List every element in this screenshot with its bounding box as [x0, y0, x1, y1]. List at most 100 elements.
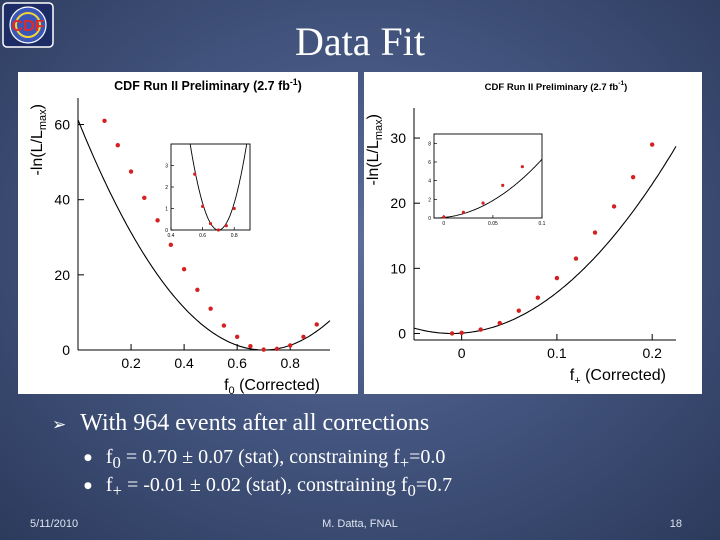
data-point — [208, 306, 213, 311]
y-tick-label: 0 — [62, 342, 70, 358]
y-tick-label: 0 — [398, 325, 406, 341]
chart-panel-fplus: CDF Run II Preliminary (2.7 fb-1) 0 0.1 0.2… — [364, 72, 702, 394]
inset-y-tick-label: 3 — [165, 164, 168, 170]
data-point — [234, 334, 240, 340]
inset-data-point — [208, 221, 213, 226]
inset-y-tick-label: 6 — [428, 160, 431, 166]
inset-data-point — [201, 204, 205, 208]
data-point — [535, 295, 541, 300]
inset-data-point — [461, 210, 466, 214]
data-point — [221, 323, 227, 328]
y-tick-label: 20 — [54, 267, 70, 283]
inset-data-point — [232, 206, 236, 211]
inset-data-point — [193, 172, 197, 176]
footer-date: 5/11/2010 — [30, 518, 79, 530]
sub2-text-c: =0.7 — [415, 474, 453, 496]
y-axis-label: -ln(L/Lmax) — [29, 104, 49, 175]
y-tick-label: 30 — [390, 130, 406, 146]
sub1-text-b: = 0.70 ± 0.07 (stat), constraining f — [120, 446, 400, 468]
sub-bullet-f0: ● f0 = 0.70 ± 0.07 (stat), constraining f… — [84, 446, 445, 473]
data-point — [274, 346, 280, 352]
data-point — [459, 330, 464, 336]
y-tick-label: 10 — [390, 260, 406, 276]
data-point — [128, 169, 134, 174]
inset-data-point — [216, 228, 220, 232]
sub2-sub-a: + — [112, 481, 122, 500]
inset-x-tick-label: 0.6 — [199, 233, 206, 239]
inset-y-tick-label: 1 — [165, 207, 168, 213]
chart-panel-f0: CDF Run II Preliminary (2.7 fb-1) 0.2 0.4 0… — [18, 72, 358, 394]
inset-data-point — [520, 165, 524, 169]
data-point — [611, 204, 617, 209]
y-tick-label: 60 — [54, 117, 70, 133]
data-point — [478, 327, 483, 332]
data-point — [314, 322, 319, 327]
cdf-logo: CDF — [2, 2, 54, 48]
fit-curve — [413, 146, 677, 335]
inset-data-point — [481, 201, 485, 205]
inset-x-tick-label: 0.05 — [488, 221, 498, 227]
data-point — [630, 174, 636, 180]
sub-bullet-fplus: ● f+ = -0.01 ± 0.02 (stat), constraining … — [84, 474, 452, 501]
sub1-sub-a: 0 — [112, 453, 121, 472]
data-point — [261, 347, 266, 352]
x-tick-label: 0.2 — [121, 355, 141, 371]
inset-y-tick-label: 2 — [165, 185, 168, 191]
x-tick-label: 0.6 — [227, 355, 247, 371]
data-point — [248, 344, 253, 349]
sub1-sub-b: + — [399, 453, 410, 472]
sub2-sub-b: 0 — [407, 481, 416, 500]
data-point — [301, 334, 306, 340]
inset-data-point — [442, 215, 446, 219]
inset-y-tick-label: 0 — [165, 228, 168, 234]
x-tick-label: 0.8 — [280, 355, 300, 371]
data-point — [288, 343, 293, 348]
sub2-text-b: = -0.01 ± 0.02 (stat), constraining f — [121, 474, 408, 496]
data-point — [554, 275, 560, 281]
inset-fit-curve — [434, 158, 543, 219]
sub1-text-a: f — [105, 446, 113, 468]
x-axis-label: f0 (Corrected) — [224, 377, 320, 394]
chart-title: CDF Run II Preliminary (2.7 fb-1) — [485, 80, 628, 93]
arrow-bullet-icon: ➢ — [52, 415, 67, 435]
data-point — [142, 195, 147, 201]
inset-x-tick-label: 0.1 — [539, 221, 546, 227]
f0-likelihood-chart: CDF Run II Preliminary (2.7 fb-1)0.2 0.4 0… — [29, 77, 331, 394]
chart-title: CDF Run II Preliminary (2.7 fb-1) — [114, 77, 302, 93]
data-point — [181, 267, 187, 272]
sub1-text-c: =0.0 — [409, 446, 446, 468]
footer-page-number: 18 — [669, 518, 682, 530]
data-point — [516, 308, 521, 313]
data-point — [102, 118, 107, 123]
inset-y-tick-label: 2 — [428, 197, 431, 203]
data-point — [573, 256, 579, 261]
inset-x-tick-label: 0 — [442, 221, 445, 227]
data-point — [168, 242, 174, 247]
y-tick-label: 20 — [390, 195, 406, 211]
data-point — [649, 142, 655, 147]
inset-y-tick-label: 8 — [428, 141, 431, 147]
x-tick-label: 0.1 — [547, 345, 567, 361]
data-point — [497, 320, 502, 326]
inset-x-tick-label: 0.8 — [231, 233, 238, 239]
data-point — [155, 218, 160, 223]
fit-curve — [77, 119, 331, 351]
x-axis-label: f+ (Corrected) — [570, 367, 666, 387]
inset-y-tick-label: 4 — [428, 179, 431, 185]
dot-bullet-icon: ● — [84, 481, 92, 491]
sub2-text-a: f — [105, 474, 113, 496]
dot-bullet-icon: ● — [84, 453, 92, 463]
slide-title: Data Fit — [295, 19, 425, 64]
data-point — [449, 331, 455, 336]
inset-data-point — [224, 224, 228, 228]
x-tick-label: 0 — [458, 345, 466, 361]
x-tick-label: 0.2 — [642, 345, 662, 361]
data-point — [195, 287, 200, 293]
inset-frame — [433, 133, 543, 219]
inset-y-tick-label: 0 — [428, 216, 431, 222]
fplus-likelihood-chart: CDF Run II Preliminary (2.7 fb-1) 0 0.1 0.2… — [365, 80, 677, 387]
logo-text: CDF — [12, 18, 45, 35]
data-point — [592, 230, 598, 235]
data-point — [115, 143, 120, 148]
y-tick-label: 40 — [54, 192, 70, 208]
